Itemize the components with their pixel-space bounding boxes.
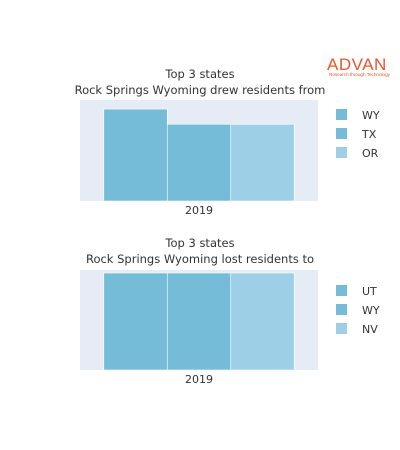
x-tick-label: 2019	[185, 204, 213, 217]
chart-drew-residents: Top 3 states Rock Springs Wyoming drew r…	[75, 67, 380, 217]
legend-swatch	[336, 304, 347, 315]
legend-swatch	[336, 323, 347, 334]
legend-item-or[interactable]: OR	[336, 147, 379, 160]
legend-item-nv[interactable]: NV	[336, 323, 378, 336]
legend-label: WY	[362, 109, 380, 122]
legend-swatch	[336, 109, 347, 120]
legend: WY TX OR	[336, 109, 380, 160]
logo-wordmark: ADVAN	[327, 55, 387, 74]
bars	[103, 108, 295, 202]
bar-or	[230, 123, 295, 202]
legend-item-ut[interactable]: UT	[336, 285, 377, 298]
chart-title: Top 3 states	[164, 67, 234, 81]
bar-nv	[230, 272, 295, 371]
bars	[103, 272, 295, 371]
legend: UT WY NV	[336, 285, 380, 336]
legend-item-tx[interactable]: TX	[336, 128, 377, 141]
bar-ut	[103, 272, 168, 371]
bar-wy	[166, 272, 232, 371]
legend-swatch	[336, 128, 347, 139]
chart-subtitle: Rock Springs Wyoming drew residents from	[75, 83, 326, 97]
legend-item-wy[interactable]: WY	[336, 304, 380, 317]
chart-title: Top 3 states	[164, 236, 234, 250]
legend-label: OR	[362, 147, 379, 160]
legend-label: WY	[362, 304, 380, 317]
legend-swatch	[336, 147, 347, 158]
legend-item-wy[interactable]: WY	[336, 109, 380, 122]
bar-tx	[166, 123, 232, 202]
legend-label: NV	[362, 323, 378, 336]
legend-label: UT	[362, 285, 377, 298]
legend-label: TX	[361, 128, 377, 141]
advan-logo: ADVAN Research through Technology	[327, 55, 391, 77]
legend-swatch	[336, 285, 347, 296]
logo-tagline: Research through Technology	[329, 72, 391, 77]
bar-wy	[103, 108, 168, 202]
x-tick-label: 2019	[185, 373, 213, 386]
chart-subtitle: Rock Springs Wyoming lost residents to	[86, 252, 314, 266]
chart-lost-residents: Top 3 states Rock Springs Wyoming lost r…	[80, 236, 380, 386]
